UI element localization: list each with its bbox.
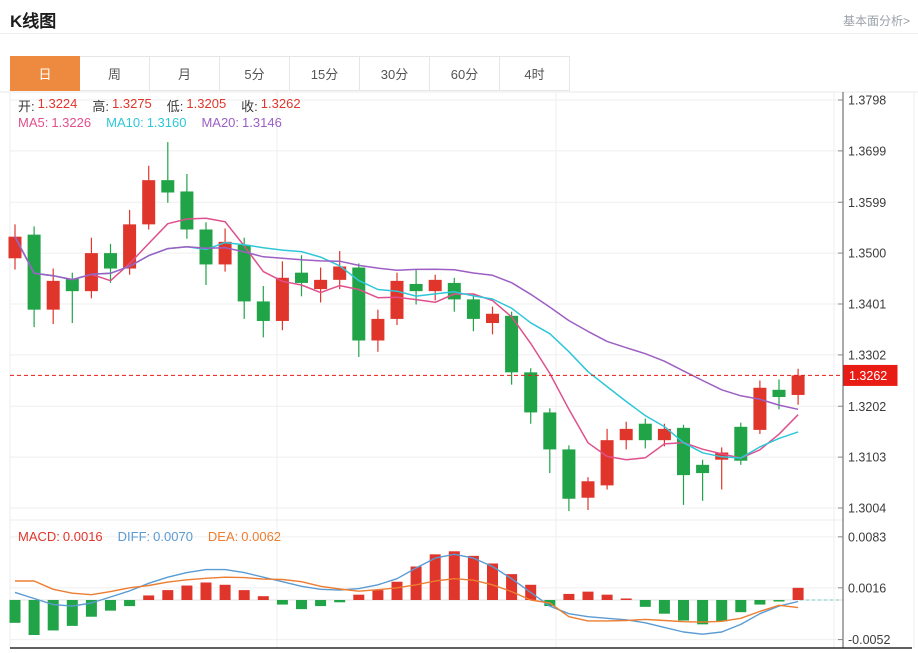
tab-month[interactable]: 月: [150, 56, 220, 91]
svg-text:1.3599: 1.3599: [848, 196, 886, 210]
svg-text:0.0016: 0.0016: [848, 581, 886, 595]
diff-label: DIFF:: [117, 529, 151, 544]
tab-4hour[interactable]: 4时: [500, 56, 570, 91]
low-value: 1.3205: [186, 96, 227, 111]
current-price-badge: 1.3262: [843, 364, 898, 386]
dea-line: [15, 576, 799, 623]
svg-text:1.3103: 1.3103: [848, 451, 886, 465]
ma20-value: 1.3146: [242, 115, 282, 130]
high-value: 1.3275: [112, 96, 152, 111]
open-label: 开:: [18, 99, 35, 114]
svg-text:1.3004: 1.3004: [848, 502, 886, 516]
dea-value: 0.0062: [241, 529, 282, 544]
tab-15min[interactable]: 15分: [290, 56, 360, 91]
open-value: 1.3224: [37, 96, 78, 111]
macd-row: MACD: 0.0016 DIFF: 0.0070 DEA: 0.0062: [18, 529, 281, 544]
macd-value: 0.0016: [62, 529, 103, 544]
dea-label: DEA:: [207, 529, 239, 544]
tab-week[interactable]: 周: [80, 56, 150, 91]
ohlc-row: 开: 1.3224 高: 1.3275 低: 1.3205 收: 1.3262: [18, 96, 301, 115]
tab-5min[interactable]: 5分: [220, 56, 290, 91]
svg-text:-0.0052: -0.0052: [848, 633, 890, 647]
svg-text:1.3262: 1.3262: [849, 369, 887, 383]
svg-text:1.3699: 1.3699: [848, 144, 886, 158]
title-divider: [0, 33, 918, 34]
tab-60min[interactable]: 60分: [430, 56, 500, 91]
ma20-label: MA20:: [201, 115, 240, 130]
close-value: 1.3262: [260, 96, 301, 111]
macd-label: MACD:: [18, 529, 60, 544]
ma10-value: 1.3160: [146, 115, 187, 130]
diff-value: 0.0070: [153, 529, 193, 544]
price-axis: 1.3798 1.3699 1.3599 1.3500 1.3401 1.3302 1.32…: [10, 92, 912, 649]
ma10-label: MA10:: [106, 115, 144, 130]
interval-tabbar: 日 周 月 5分 15分 30分 60分 4时: [10, 56, 570, 91]
svg-text:1.3401: 1.3401: [848, 298, 886, 312]
svg-text:1.3500: 1.3500: [848, 247, 886, 261]
page-title: K线图: [10, 12, 57, 31]
low-label: 低:: [166, 99, 184, 114]
svg-text:1.3302: 1.3302: [848, 348, 886, 362]
tab-day[interactable]: 日: [10, 56, 80, 91]
fundamental-analysis-link[interactable]: 基本面分析>: [842, 14, 910, 28]
close-label: 收:: [241, 99, 258, 114]
ma5-value: 1.3226: [51, 115, 92, 130]
ma5-label: MA5:: [18, 115, 49, 130]
high-label: 高:: [92, 99, 110, 114]
grid-layer: [0, 91, 918, 648]
svg-text:1.3202: 1.3202: [848, 400, 886, 414]
svg-text:0.0083: 0.0083: [848, 530, 886, 544]
candles-layer: [8, 142, 805, 512]
ma-row: MA5: 1.3226 MA10: 1.3160 MA20: 1.3146: [18, 115, 282, 130]
macd-histogram: [9, 551, 804, 636]
ma5-line: [14, 217, 799, 461]
svg-text:1.3798: 1.3798: [848, 94, 886, 108]
tab-30min[interactable]: 30分: [360, 56, 430, 91]
ma20-line: [14, 236, 799, 411]
diff-line: [14, 553, 799, 635]
